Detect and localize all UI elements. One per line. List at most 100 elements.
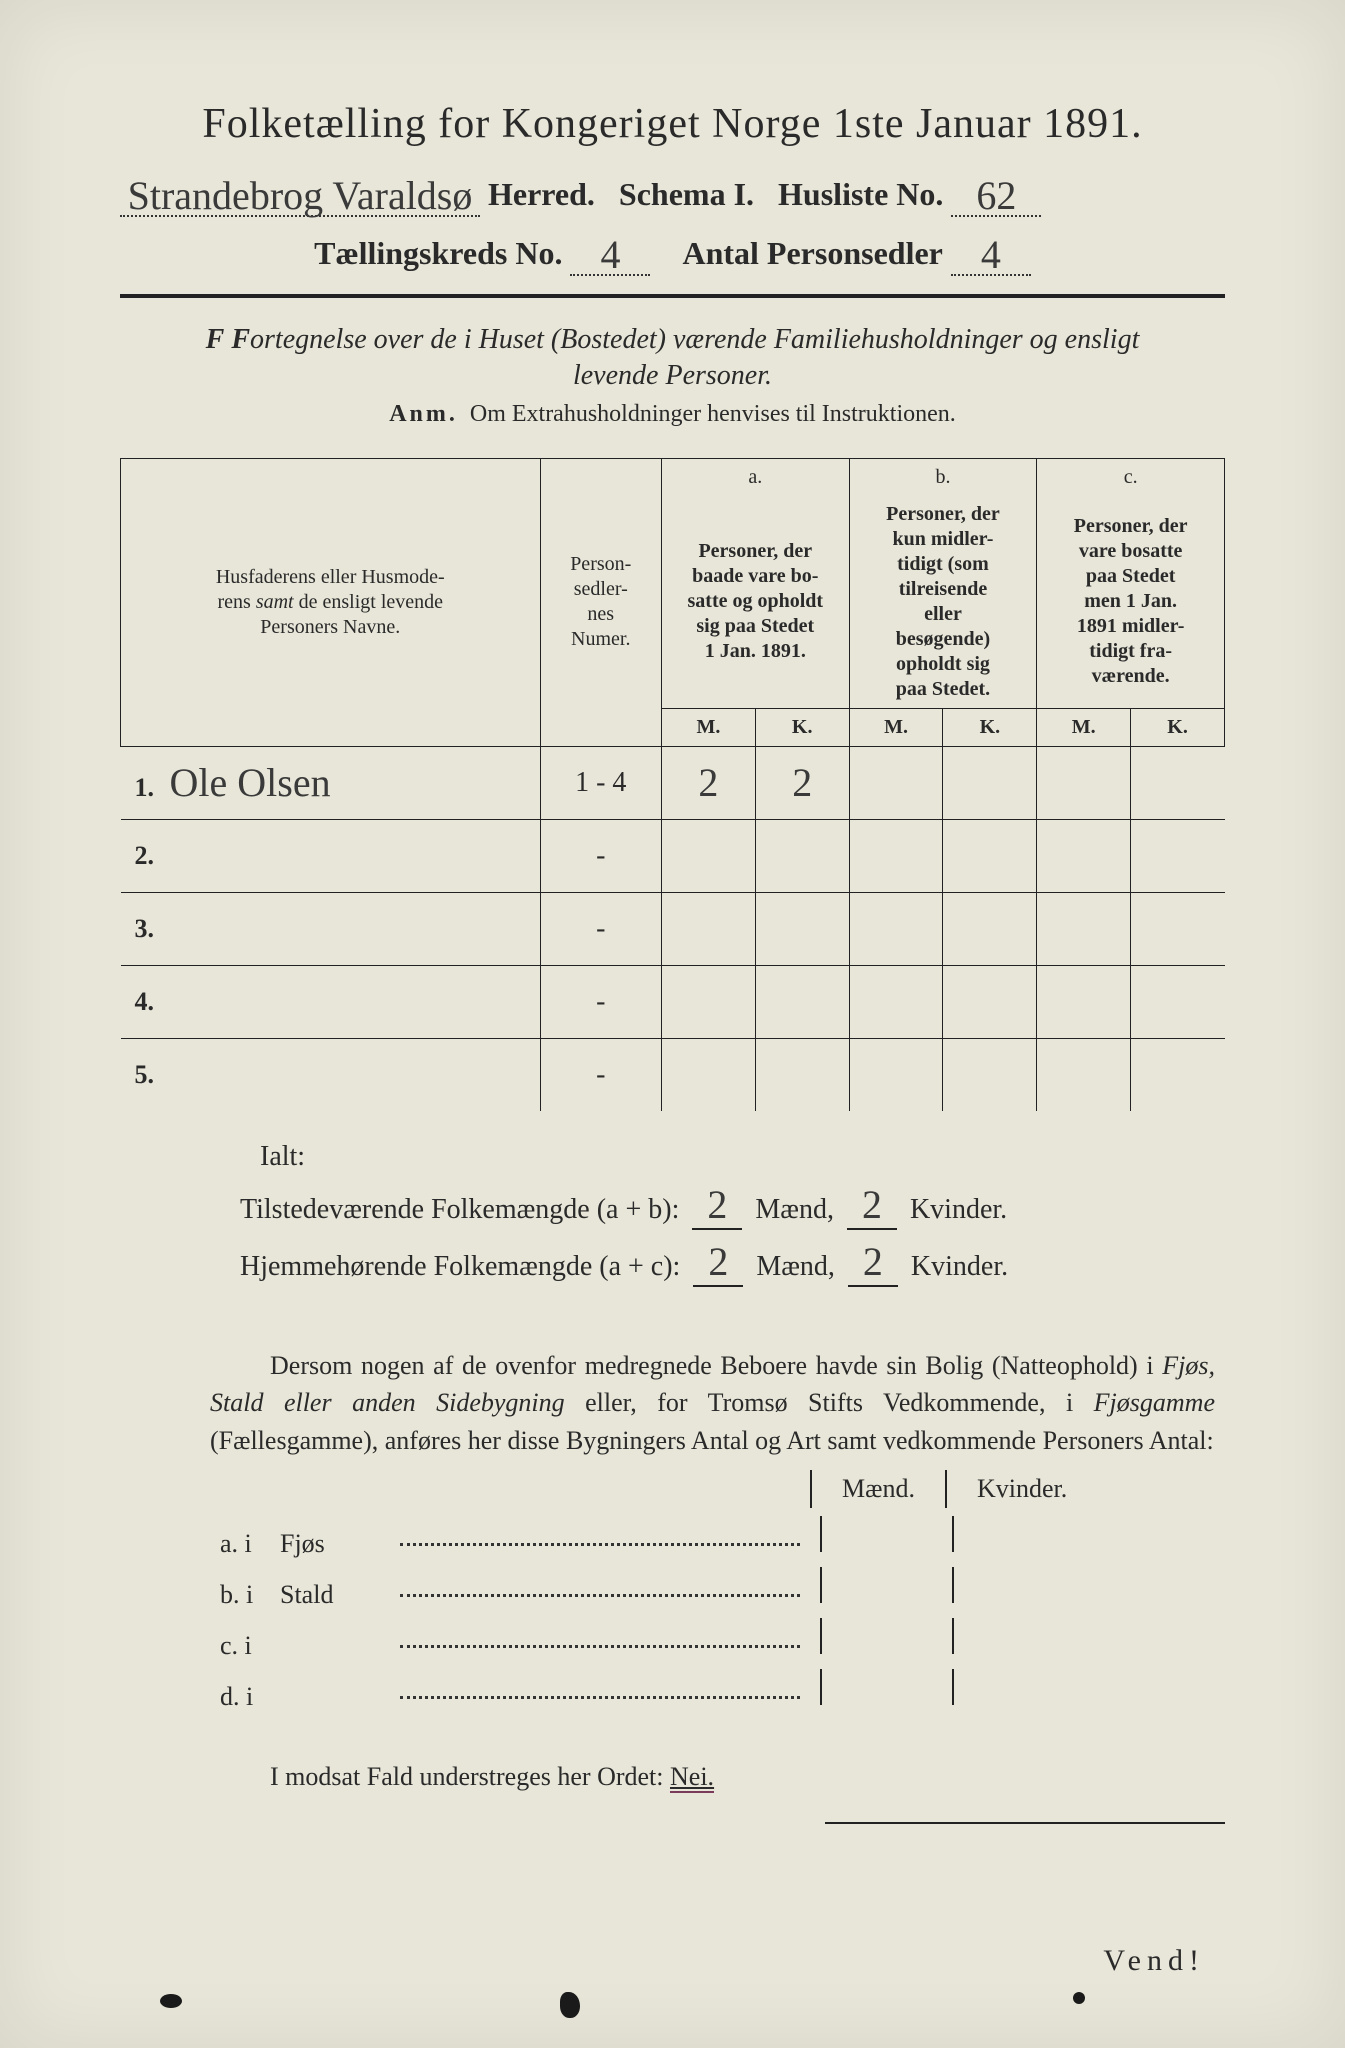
dotted-line — [400, 1542, 800, 1546]
cell-b-k — [943, 819, 1037, 892]
cell-b-m — [849, 819, 943, 892]
tot-t-m: 2 — [707, 1181, 727, 1228]
th-num: Person-sedler-nesNumer. — [540, 458, 661, 746]
cell-a-m — [661, 819, 755, 892]
antal-no: 4 — [981, 231, 1001, 278]
cell-b-m — [849, 1038, 943, 1111]
cell-name: 1. Ole Olsen — [121, 746, 541, 819]
cell-b-k — [943, 1038, 1037, 1111]
th-a: Personer, derbaade vare bo-satte og opho… — [661, 496, 849, 709]
mk-bar — [820, 1516, 952, 1552]
cell-a-k — [755, 892, 849, 965]
cell-b-k — [943, 965, 1037, 1038]
mk-bar — [820, 1618, 952, 1654]
mk-txt: Stald — [280, 1580, 400, 1610]
outbuilding-paragraph: Dersom nogen af de ovenfor medregnede Be… — [120, 1347, 1225, 1460]
cell-c-m — [1037, 1038, 1131, 1111]
divider — [120, 294, 1225, 298]
dotted-line — [400, 1695, 800, 1699]
herred-line: Strandebrog Varaldsø Herred. Schema I. H… — [120, 168, 1225, 217]
table-row: 1. Ole Olsen1 - 422 — [121, 746, 1225, 819]
tot-h-k: 2 — [863, 1238, 883, 1285]
maend-label-2: Mænd, — [756, 1251, 835, 1282]
census-form-page: Folketælling for Kongeriget Norge 1ste J… — [0, 0, 1345, 2048]
cell-num: - — [540, 965, 661, 1038]
vend-label: Vend! — [1103, 1944, 1205, 1978]
cell-a-k — [755, 1038, 849, 1111]
th-c-k: K. — [1131, 708, 1225, 746]
dotted-line — [400, 1593, 800, 1597]
total-home: Hjemmehørende Folkemængde (a + c): 2 Mæn… — [120, 1238, 1225, 1287]
table-row: 5. - — [121, 1038, 1225, 1111]
cell-num: - — [540, 892, 661, 965]
antal-label: Antal Personsedler — [682, 235, 942, 271]
herred-value: Strandebrog Varaldsø — [128, 172, 473, 219]
tot-t-k: 2 — [862, 1181, 882, 1228]
cell-a-k — [755, 819, 849, 892]
mk-lbl: b. i — [220, 1580, 280, 1610]
husliste-label: Husliste No. — [778, 176, 943, 212]
maend-label: Mænd, — [755, 1194, 834, 1225]
nei-word: Nei. — [670, 1762, 714, 1793]
cell-c-m — [1037, 819, 1131, 892]
mk-bar — [952, 1516, 954, 1552]
cell-c-m — [1037, 892, 1131, 965]
mk-bar — [952, 1669, 954, 1705]
kvinder-label-2: Kvinder. — [911, 1251, 1008, 1282]
para-t1: Dersom nogen af de ovenfor medregnede Be… — [270, 1351, 1162, 1380]
cell-num: 1 - 4 — [540, 746, 661, 819]
tot2-label: Hjemmehørende Folkemængde (a + c): — [240, 1251, 680, 1282]
para-t4: Fjøsgamme — [1094, 1388, 1215, 1417]
total-present: Tilstedeværende Folkemængde (a + b): 2 M… — [120, 1181, 1225, 1230]
mk-kvinder: Kvinder. — [945, 1470, 1097, 1508]
cell-c-m — [1037, 965, 1131, 1038]
mk-maend: Mænd. — [810, 1470, 945, 1508]
cell-a-m — [661, 965, 755, 1038]
ialt-label: Ialt: — [120, 1141, 1225, 1173]
outbuilding-row: a. iFjøs — [220, 1516, 1225, 1559]
mk-bar — [952, 1567, 954, 1603]
husliste-no: 62 — [976, 172, 1016, 219]
cell-name: 3. — [121, 892, 541, 965]
cell-a-m: 2 — [661, 746, 755, 819]
mk-lbl: d. i — [220, 1682, 280, 1712]
th-a-m: M. — [661, 708, 755, 746]
mk-txt: Fjøs — [280, 1529, 400, 1559]
th-name: Husfaderens eller Husmode-rens samt de e… — [121, 458, 541, 746]
subtitle: FFortegnelse over de i Huset (Bostedet) … — [120, 322, 1225, 395]
cell-b-m — [849, 965, 943, 1038]
para-t5: (Fællesgamme), anføres her disse Bygning… — [210, 1426, 1214, 1455]
cell-c-k — [1131, 819, 1225, 892]
ink-blot — [1073, 1992, 1085, 2004]
nei-line: I modsat Fald understreges her Ordet: Ne… — [120, 1762, 1225, 1792]
cell-name: 4. — [121, 965, 541, 1038]
dotted-line — [400, 1644, 800, 1648]
ink-blot — [160, 1994, 182, 2008]
outbuilding-row: c. i — [220, 1618, 1225, 1661]
th-b-label: b. — [849, 458, 1037, 496]
para-t3: eller, for Tromsø Stifts Vedkommende, i — [565, 1388, 1094, 1417]
kvinder-label: Kvinder. — [910, 1194, 1007, 1225]
anm-label: Anm. — [389, 401, 458, 427]
mk-lbl: c. i — [220, 1631, 280, 1661]
ink-blot — [560, 1992, 580, 2018]
kreds-no: 4 — [600, 231, 620, 278]
cell-c-m — [1037, 746, 1131, 819]
cell-a-m — [661, 892, 755, 965]
cell-num: - — [540, 819, 661, 892]
cell-a-k — [755, 965, 849, 1038]
page-title: Folketælling for Kongeriget Norge 1ste J… — [120, 100, 1225, 148]
cell-c-k — [1131, 965, 1225, 1038]
cell-b-k — [943, 892, 1037, 965]
kreds-line: Tællingskreds No. 4 Antal Personsedler 4 — [120, 227, 1225, 276]
th-b: Personer, derkun midler-tidigt (somtilre… — [849, 496, 1037, 709]
cell-b-k — [943, 746, 1037, 819]
cell-c-k — [1131, 746, 1225, 819]
table-row: 2. - — [121, 819, 1225, 892]
cell-a-m — [661, 1038, 755, 1111]
cell-b-m — [849, 746, 943, 819]
th-b-k: K. — [943, 708, 1037, 746]
schema-label: Schema I. — [619, 176, 754, 212]
herred-label: Herred. — [488, 176, 595, 212]
tot1-label: Tilstedeværende Folkemængde (a + b): — [240, 1194, 679, 1225]
